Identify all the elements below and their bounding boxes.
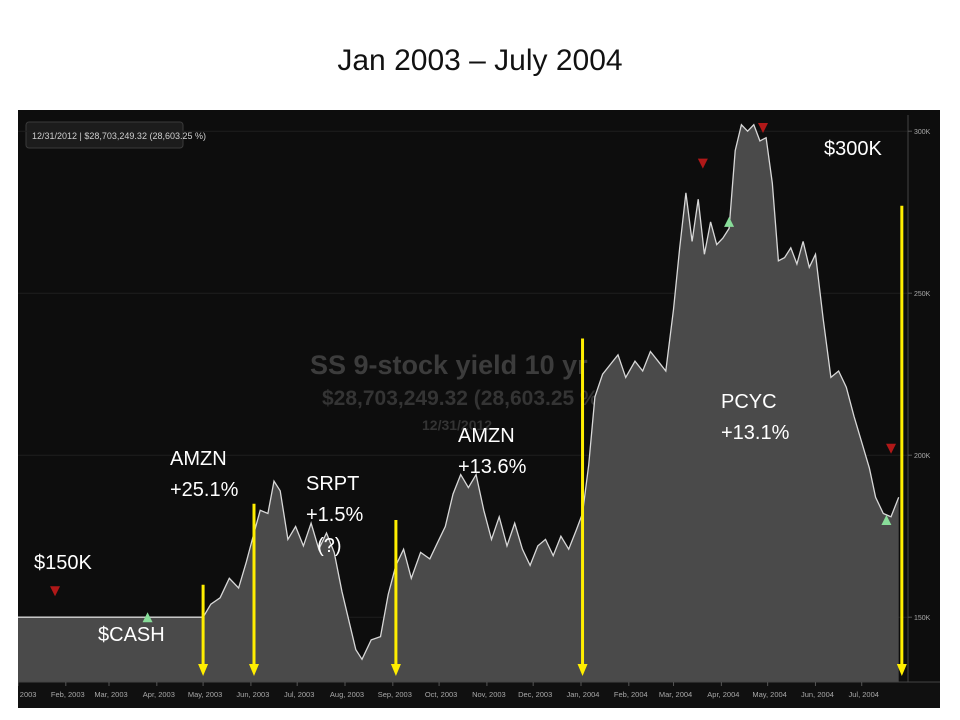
- slide-title: Jan 2003 – July 2004: [337, 44, 623, 77]
- x-tick-label: Jan, 2004: [567, 690, 600, 699]
- x-tick-label: Mar, 2003: [94, 690, 127, 699]
- header-readout: 12/31/2012 | $28,703,249.32 (28,603.25 %…: [32, 131, 206, 141]
- trade-marker-arrowhead: [198, 664, 209, 676]
- x-tick-label: Oct, 2003: [425, 690, 458, 699]
- y-tick-label: 150K: [914, 615, 931, 622]
- x-tick-label: Jun, 2004: [801, 690, 834, 699]
- watermark-line-3: 12/31/2012: [422, 417, 492, 433]
- portfolio-value-chart: 12/31/2012 | $28,703,249.32 (28,603.25 %…: [4, 110, 940, 708]
- amzn-second-trade-label: AMZN +13.6%: [458, 425, 527, 478]
- x-tick-label: Feb, 2003: [51, 690, 85, 699]
- srpt-trade-label: SRPT +1.5% (?): [306, 473, 364, 557]
- x-tick-label: Apr, 2003: [143, 690, 175, 699]
- start-value-label: $150K: [34, 552, 92, 574]
- x-tick-label: Jul, 2003: [284, 690, 314, 699]
- sell-signal-triangle: [697, 158, 708, 169]
- trade-marker-arrowhead: [390, 664, 401, 676]
- x-tick-label: Jan, 2003: [18, 690, 36, 699]
- sell-signal-triangle: [758, 122, 769, 133]
- x-tick-label: Nov, 2003: [472, 690, 506, 699]
- buy-signal-triangle: [142, 612, 153, 623]
- buy-signal-triangle: [724, 216, 735, 227]
- x-axis-band: [18, 682, 940, 708]
- trade-marker-arrowhead: [248, 664, 259, 676]
- y-tick-label: 250K: [914, 291, 931, 298]
- x-tick-label: Feb, 2004: [614, 690, 648, 699]
- cash-label: $CASH: [98, 624, 165, 646]
- end-value-label: $300K: [824, 138, 882, 160]
- amzn-first-trade-label: AMZN +25.1%: [170, 448, 239, 501]
- watermark-line-1: SS 9-stock yield 10 yr: [310, 350, 588, 380]
- sell-signal-triangle: [886, 443, 897, 454]
- trade-marker-arrowhead: [896, 664, 907, 676]
- pcyc-trade-label: PCYC +13.1%: [721, 391, 790, 444]
- buy-signal-triangle: [881, 515, 892, 525]
- x-tick-label: Aug, 2003: [330, 690, 364, 699]
- x-tick-label: Jul, 2004: [848, 690, 878, 699]
- x-tick-label: May, 2003: [188, 690, 222, 699]
- value-line: [18, 123, 900, 661]
- x-tick-label: Jun, 2003: [236, 690, 269, 699]
- x-tick-label: Mar, 2004: [659, 690, 692, 699]
- y-tick-label: 200K: [914, 453, 931, 460]
- chart-panel: 12/31/2012 | $28,703,249.32 (28,603.25 %…: [4, 110, 940, 708]
- y-tick-label: 300K: [914, 129, 931, 136]
- x-tick-label: Apr, 2004: [707, 690, 739, 699]
- readout-box: [25, 121, 184, 149]
- x-tick-label: Dec, 2003: [518, 690, 552, 699]
- sell-signal-triangle: [50, 586, 61, 597]
- x-tick-label: Sep, 2003: [378, 690, 412, 699]
- x-tick-label: May, 2004: [752, 690, 786, 699]
- trade-marker-arrowhead: [577, 664, 588, 676]
- watermark-line-2: $28,703,249.32 (28,603.25 %): [322, 387, 606, 410]
